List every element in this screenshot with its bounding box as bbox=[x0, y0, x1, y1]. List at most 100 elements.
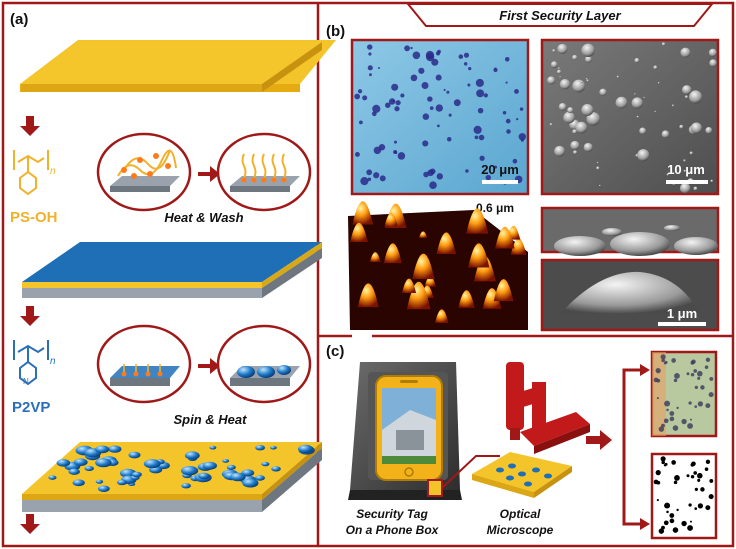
optical-dot bbox=[506, 129, 511, 134]
security-layer-tab bbox=[405, 3, 715, 27]
optical-dot bbox=[520, 138, 524, 142]
droplet bbox=[95, 445, 110, 454]
binary-dot bbox=[705, 459, 711, 464]
p2vp-subscript: n bbox=[50, 356, 56, 367]
droplet bbox=[97, 485, 110, 492]
binary-dot bbox=[709, 478, 714, 483]
optical-dot bbox=[362, 95, 368, 101]
afm-peak bbox=[401, 278, 417, 294]
sem-zoom-scale-bar bbox=[658, 322, 706, 326]
optical-micrograph bbox=[350, 38, 530, 196]
sem-dot bbox=[636, 115, 639, 118]
sem-dot bbox=[680, 47, 691, 58]
down-arrow-2 bbox=[20, 306, 40, 326]
microscope-label-1: Optical bbox=[500, 507, 541, 521]
p2vp-label: P2VP bbox=[12, 399, 50, 416]
optical-dot bbox=[519, 107, 524, 111]
sem-dot bbox=[710, 179, 714, 183]
substrate-2 bbox=[22, 242, 322, 298]
droplet bbox=[72, 479, 85, 487]
binary-dot bbox=[708, 494, 714, 500]
optical-dot bbox=[388, 98, 396, 105]
optical-dot bbox=[368, 52, 372, 56]
readout-bracket bbox=[622, 368, 640, 526]
sem-scale-bar bbox=[666, 180, 708, 184]
dewetting-arrow bbox=[198, 358, 220, 374]
sem-dot bbox=[572, 129, 577, 134]
optical-dot bbox=[476, 89, 485, 98]
sem-dot bbox=[634, 93, 636, 95]
readout-dot bbox=[694, 385, 698, 390]
readout-dot bbox=[656, 378, 661, 383]
optical-dot bbox=[393, 150, 398, 155]
readout-dot bbox=[673, 378, 678, 383]
optical-readout-droplets bbox=[653, 354, 714, 432]
sem-dot bbox=[683, 169, 686, 173]
p2vp-nitrogen: N bbox=[23, 377, 29, 386]
sem-scale-label: 10 μm bbox=[667, 162, 705, 177]
optical-dot bbox=[358, 120, 363, 125]
optical-dot bbox=[367, 177, 372, 181]
optical-dot bbox=[367, 65, 373, 71]
optical-dot bbox=[357, 89, 363, 94]
dewetting-after-content bbox=[230, 365, 300, 386]
optical-dot bbox=[475, 78, 484, 88]
optical-dot bbox=[412, 51, 421, 60]
binary-dot bbox=[664, 462, 668, 466]
binary-dot bbox=[673, 480, 678, 485]
droplet bbox=[95, 479, 104, 484]
binary-dot bbox=[681, 520, 687, 527]
optical-dot bbox=[512, 158, 518, 164]
optical-dot bbox=[394, 106, 400, 112]
readout-arrowhead-top bbox=[640, 364, 650, 376]
droplet bbox=[68, 468, 80, 475]
sem-dot bbox=[684, 95, 688, 99]
droplet bbox=[254, 475, 265, 481]
optical-dot bbox=[410, 46, 413, 50]
optical-dot bbox=[435, 74, 442, 81]
optical-dot bbox=[514, 89, 519, 94]
sem-dot bbox=[693, 186, 698, 191]
grafting-arrow bbox=[198, 166, 220, 182]
binary-dot bbox=[661, 460, 665, 465]
droplet bbox=[181, 483, 191, 489]
ps-oh-label: PS-OH bbox=[10, 209, 58, 226]
afm-peak bbox=[384, 212, 399, 227]
optical-dot bbox=[371, 111, 377, 117]
readout-dot bbox=[660, 354, 666, 360]
droplet bbox=[73, 458, 88, 466]
optical-dot bbox=[463, 52, 470, 58]
binary-dot bbox=[697, 503, 704, 509]
afm-peak bbox=[357, 283, 379, 308]
binary-pattern-dots bbox=[653, 456, 714, 534]
binary-dot bbox=[688, 503, 692, 507]
sem-dot bbox=[661, 42, 666, 46]
afm-peaks bbox=[350, 201, 527, 323]
droplet bbox=[95, 458, 112, 468]
binary-dot bbox=[658, 528, 665, 534]
dewetting-after-circle bbox=[216, 324, 312, 404]
heat-wash-label: Heat & Wash bbox=[164, 210, 243, 225]
optical-dot bbox=[425, 50, 435, 60]
sem-dot bbox=[583, 142, 593, 152]
readout-dot bbox=[663, 418, 669, 424]
sem-dot bbox=[596, 166, 600, 170]
readout-dot bbox=[672, 425, 679, 431]
binary-dot bbox=[690, 474, 695, 479]
readout-dot bbox=[705, 357, 711, 362]
sem-dot bbox=[585, 55, 592, 63]
down-arrow-3 bbox=[20, 514, 40, 534]
panel-b-label: (b) bbox=[326, 23, 345, 40]
optical-dot bbox=[354, 93, 361, 100]
sem-dot bbox=[556, 69, 562, 74]
binary-dot bbox=[674, 475, 680, 481]
readout-dot bbox=[658, 426, 665, 432]
optical-scale-bar bbox=[482, 180, 518, 184]
afm-peak bbox=[436, 232, 456, 255]
afm-peak bbox=[369, 252, 381, 262]
binary-dot bbox=[666, 510, 669, 514]
optical-dot bbox=[437, 124, 440, 128]
sem-dot bbox=[581, 43, 595, 57]
droplet bbox=[226, 464, 236, 470]
droplet bbox=[255, 445, 265, 451]
